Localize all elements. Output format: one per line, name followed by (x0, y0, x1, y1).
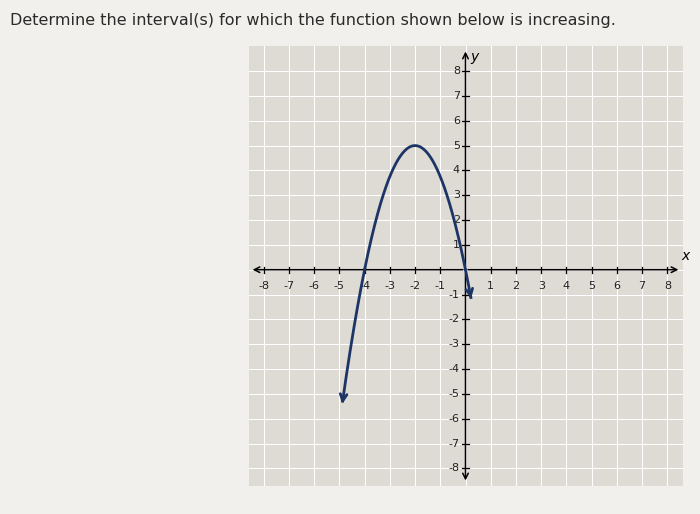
Text: 3: 3 (453, 190, 460, 200)
Text: Determine the interval(s) for which the function shown below is increasing.: Determine the interval(s) for which the … (10, 13, 617, 28)
Text: 7: 7 (638, 281, 645, 291)
Text: -2: -2 (410, 281, 421, 291)
Text: -8: -8 (449, 463, 460, 473)
Text: -4: -4 (359, 281, 370, 291)
Text: -3: -3 (449, 339, 460, 349)
Text: 7: 7 (453, 91, 460, 101)
Text: -4: -4 (449, 364, 460, 374)
Text: 1: 1 (453, 240, 460, 250)
Text: -5: -5 (334, 281, 345, 291)
Text: 2: 2 (453, 215, 460, 225)
Text: 4: 4 (453, 166, 460, 175)
Text: 5: 5 (453, 140, 460, 151)
Text: x: x (681, 249, 690, 263)
Text: -6: -6 (449, 414, 460, 424)
Text: -1: -1 (449, 289, 460, 300)
Text: -1: -1 (435, 281, 446, 291)
Text: 5: 5 (588, 281, 595, 291)
Text: 6: 6 (453, 116, 460, 126)
Text: 3: 3 (538, 281, 545, 291)
Text: 1: 1 (487, 281, 494, 291)
Text: -5: -5 (449, 389, 460, 399)
Text: -7: -7 (449, 438, 460, 449)
Text: 8: 8 (453, 66, 460, 76)
Text: 2: 2 (512, 281, 519, 291)
Text: y: y (470, 50, 479, 64)
Text: -3: -3 (384, 281, 395, 291)
Text: -7: -7 (284, 281, 295, 291)
Text: -8: -8 (258, 281, 270, 291)
Text: -2: -2 (449, 315, 460, 324)
Text: 4: 4 (563, 281, 570, 291)
Text: -6: -6 (309, 281, 320, 291)
Text: 6: 6 (613, 281, 620, 291)
Text: 8: 8 (664, 281, 671, 291)
